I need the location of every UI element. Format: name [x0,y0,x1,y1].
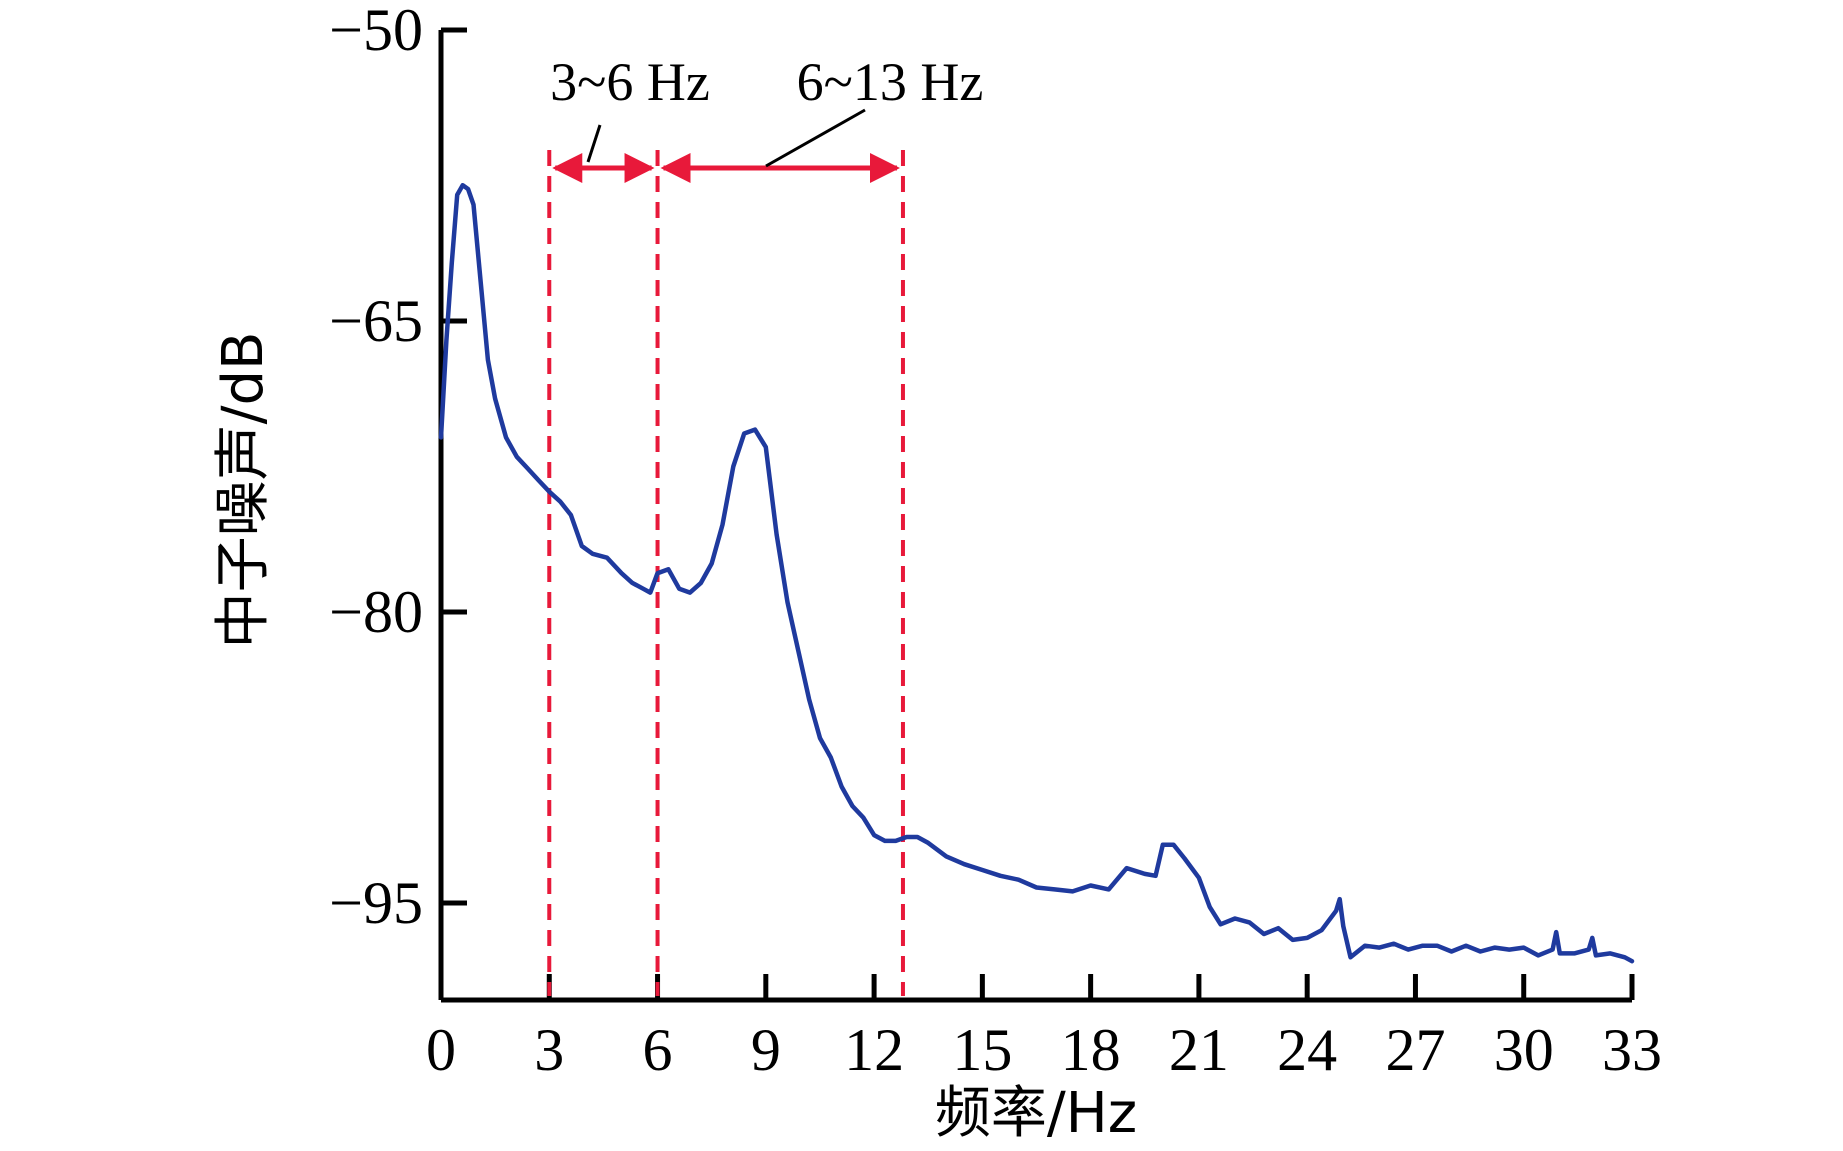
x-tick-label: 0 [426,1017,456,1083]
y-ticks: −50 −65 −80 −95 [329,0,467,936]
x-tick-label: 3 [534,1017,564,1083]
band-leader-line [586,124,602,163]
x-tick-label: 21 [1169,1017,1229,1083]
y-tick-label: −80 [329,579,423,645]
series-line [438,182,1635,964]
x-tick-label: 30 [1494,1017,1554,1083]
x-tick-label: 18 [1061,1017,1121,1083]
x-tick-label: 27 [1385,1017,1445,1083]
x-axis-title: 频率/Hz [935,1081,1137,1146]
band-label: 3~6 Hz [550,52,710,112]
band-leader-line [765,108,866,168]
x-tick-label: 33 [1602,1017,1662,1083]
y-tick-label: −65 [329,288,423,354]
y-axis-title: 中子噪声/dB [211,332,276,649]
band-label: 6~13 Hz [797,52,984,112]
x-tick-label: 24 [1277,1017,1337,1083]
x-tick-label: 9 [751,1017,781,1083]
y-tick-label: −95 [329,870,423,936]
y-tick-label: −50 [329,0,423,63]
x-tick-label: 15 [952,1017,1012,1083]
x-tick-label: 6 [643,1017,673,1083]
frequency-bands: 3~6 Hz 6~13 Hz [547,52,984,996]
x-ticks: 0 3 6 9 12 15 18 21 24 27 30 33 [426,974,1662,1083]
x-tick-label: 12 [844,1017,904,1083]
